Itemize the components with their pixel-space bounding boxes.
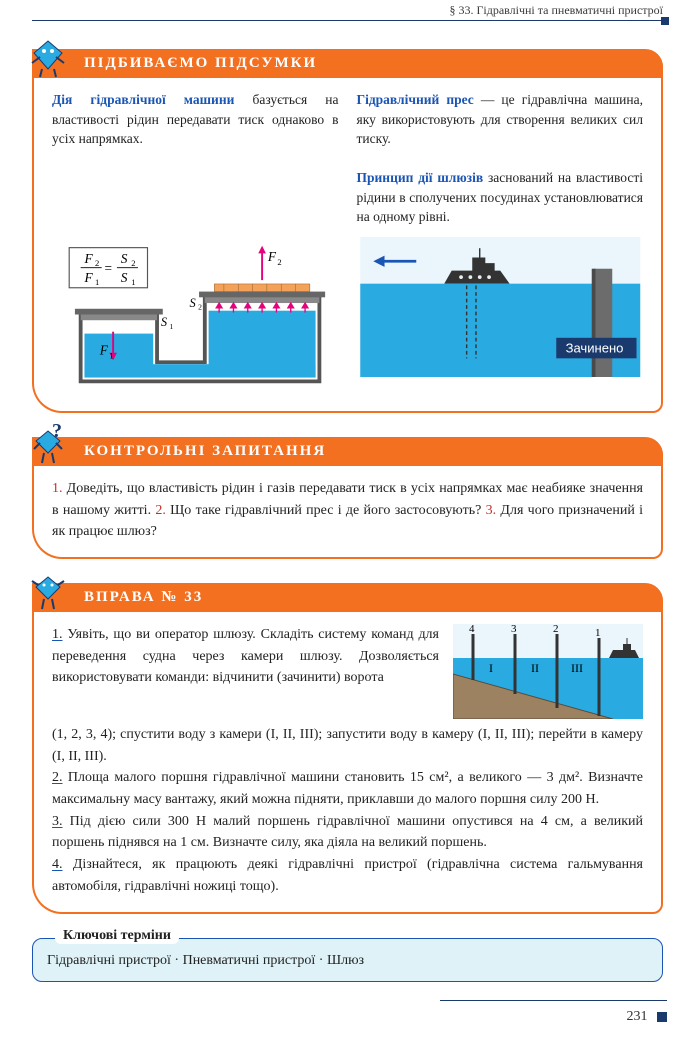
svg-text:2: 2: [553, 624, 559, 635]
mini-lock-figure: I II III 4 3 2 1: [453, 624, 643, 724]
page-num-value: 231: [627, 1009, 648, 1024]
p2-text: Площа малого поршня гідравлічної машини …: [52, 770, 643, 807]
q1-num: 1.: [52, 481, 63, 496]
exercise-section: ВПРАВА № 33 1. Уявіть, що ви оператор шл…: [32, 583, 663, 914]
exercise-title: ВПРАВА № 33: [84, 589, 203, 605]
closed-label: Зачинено: [565, 341, 623, 356]
lock-diagram: Зачинено: [357, 237, 644, 397]
p1a-text: Уявіть, що ви оператор шлюзу. Складіть с…: [52, 627, 439, 685]
svg-text:F: F: [83, 251, 93, 266]
svg-text:1: 1: [595, 627, 601, 639]
svg-text:2: 2: [131, 258, 135, 268]
p1b-text: (1, 2, 3, 4); спустити воду з камери (I,…: [52, 724, 643, 767]
svg-text:II: II: [531, 661, 539, 675]
svg-text:S: S: [161, 315, 167, 329]
footer-ornament: [657, 1012, 667, 1022]
q2-text: Що таке гідравлічний прес і де його заст…: [166, 503, 486, 518]
questions-section: ? КОНТРОЛЬНІ ЗАПИТАННЯ 1. Доведіть, що в…: [32, 437, 663, 559]
svg-text:1: 1: [109, 350, 113, 360]
svg-text:=: =: [105, 260, 113, 275]
svg-text:2: 2: [95, 258, 99, 268]
key-terms-body: Гідравлічні пристрої · Пневматичні прист…: [47, 953, 648, 969]
svg-text:I: I: [489, 661, 493, 675]
exercise-p2: 2. Площа малого поршня гідравлічної маши…: [52, 767, 643, 810]
q2-num: 2.: [155, 503, 166, 518]
header-ornament: [661, 17, 669, 25]
key-terms-box: Ключові терміни Гідравлічні пристрої · П…: [32, 938, 663, 982]
questions-title: КОНТРОЛЬНІ ЗАПИТАННЯ: [84, 443, 326, 459]
questions-header: ? КОНТРОЛЬНІ ЗАПИТАННЯ: [32, 437, 663, 466]
svg-text:2: 2: [198, 303, 202, 312]
summary-left: Дія гідравлічної машини базується на вла…: [52, 90, 339, 227]
svg-text:S: S: [190, 296, 196, 310]
svg-text:1: 1: [131, 277, 135, 287]
p4-num: 4.: [52, 857, 63, 872]
svg-text:2: 2: [277, 257, 281, 267]
key-terms-title: Ключові терміни: [55, 928, 179, 944]
svg-text:4: 4: [469, 624, 475, 635]
hydraulic-diagram: F2 F1 = S2 S1: [52, 237, 339, 397]
exercise-header: ВПРАВА № 33: [32, 583, 663, 612]
svg-text:S: S: [121, 251, 128, 266]
summary-header: ПІДБИВАЄМО ПІДСУМКИ: [32, 49, 663, 78]
svg-text:3: 3: [511, 624, 517, 635]
svg-text:III: III: [571, 661, 583, 675]
term-lock-principle: Принцип дії шлюзів: [357, 170, 484, 185]
p1-num: 1.: [52, 627, 63, 642]
svg-text:1: 1: [95, 277, 99, 287]
exercise-p4: 4. Дізнайтеся, як працюють деякі гідравл…: [52, 854, 643, 897]
summary-section: ПІДБИВАЄМО ПІДСУМКИ Дія гідравлічної маш…: [32, 49, 663, 413]
page-number: 231: [627, 1009, 668, 1025]
term-hydraulic-machine: Дія гідравлічної машини: [52, 92, 234, 107]
header-rule: § 33. Гідравлічні та пневматичні пристро…: [32, 20, 663, 21]
svg-text:S: S: [121, 270, 128, 285]
p3-num: 3.: [52, 814, 63, 829]
footer-rule: [440, 1000, 667, 1001]
summary-right: Гідравлічний прес — це гідравлічна машин…: [357, 90, 644, 227]
p2-num: 2.: [52, 770, 63, 785]
exercise-p1-top: 1. Уявіть, що ви оператор шлюзу. Складіт…: [52, 624, 439, 724]
svg-text:1: 1: [169, 322, 173, 331]
summary-title: ПІДБИВАЄМО ПІДСУМКИ: [84, 55, 317, 71]
q3-num: 3.: [486, 503, 497, 518]
p4-text: Дізнайтеся, як працюють деякі гідравлічн…: [52, 857, 643, 894]
mascot-question-icon: ?: [26, 423, 70, 467]
exercise-p3: 3. Під дією сили 300 Н малий поршень гід…: [52, 811, 643, 854]
mascot-exercise-icon: [26, 569, 70, 613]
chapter-title: § 33. Гідравлічні та пневматичні пристро…: [443, 3, 663, 18]
questions-body: 1. Доведіть, що властивість рідин і газі…: [52, 478, 643, 543]
svg-text:?: ?: [52, 423, 64, 442]
p3-text: Під дією сили 300 Н малий поршень гідрав…: [52, 814, 643, 851]
mascot-icon: [26, 35, 70, 79]
svg-text:F: F: [83, 270, 93, 285]
term-hydraulic-press: Гідравлічний прес: [357, 92, 474, 107]
